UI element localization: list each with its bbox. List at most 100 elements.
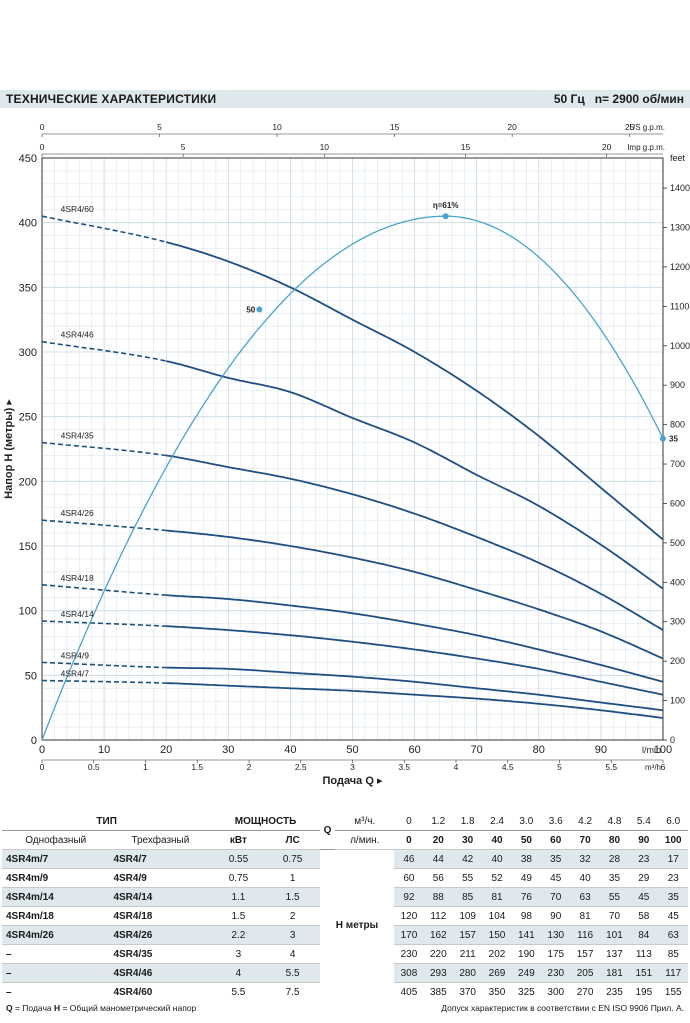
- plot-frame: [41, 157, 664, 741]
- cell-head: 32: [570, 849, 600, 869]
- us-gpm-tick-label: 20: [507, 122, 517, 132]
- table-row: 4SR4m/7 4SR4/7 0.55 0.75 Н метры 46 44 42 40 38 35…: [2, 849, 688, 1001]
- cell-head: 270: [570, 982, 600, 1001]
- table-q-lmin: 0: [406, 834, 412, 846]
- table-q-m3h: 3.6: [541, 812, 571, 831]
- efficiency-point-label: 35: [669, 435, 678, 444]
- cell-head: 293: [423, 963, 453, 983]
- m3h-tick-label: 5.5: [605, 762, 617, 772]
- cell-head: 42: [452, 849, 483, 869]
- x-tick-label: 30: [222, 744, 234, 756]
- series-label: 4SR4/14: [61, 609, 94, 619]
- cell-head: 235: [599, 982, 630, 1001]
- cell-head: 195: [629, 982, 659, 1001]
- series-label: 4SR4/26: [61, 508, 94, 518]
- feet-tick-label: 100: [670, 696, 685, 706]
- cell-three-phase: 4SR4/7: [109, 849, 212, 869]
- table-q-m3h: 6.0: [658, 812, 688, 831]
- cell-head: 23: [629, 849, 659, 869]
- curve-dashed-4SR4/35: [41, 441, 167, 457]
- series-label: 4SR4/60: [61, 204, 94, 214]
- us-gpm-tick-label: 25: [625, 122, 635, 132]
- table-row: 4SR4m/26 4SR4/26 2.2 3 170 162 157 150 141 130 116…: [2, 925, 688, 945]
- cell-head: 385: [423, 982, 453, 1001]
- curve-dashed-4SR4/7: [41, 679, 167, 684]
- cell-head: 205: [570, 963, 600, 983]
- chart-curves: [41, 215, 664, 719]
- m3h-tick-label: 1.5: [191, 762, 203, 772]
- y-tick-label: 100: [19, 606, 37, 618]
- cell-head: 45: [658, 906, 688, 926]
- us-gpm-unit: US g.p.m.: [629, 123, 665, 132]
- cell-head: 85: [658, 944, 688, 964]
- table-q-m3h: 1.2: [423, 812, 453, 831]
- cell-three-phase: 4SR4/26: [109, 925, 212, 945]
- efficiency-curve: [41, 213, 666, 741]
- cell-head: 70: [541, 887, 571, 907]
- curve-dashed-4SR4/14: [41, 620, 167, 627]
- cell-kw: 5.5: [211, 982, 266, 1001]
- cell-head: 137: [599, 944, 630, 964]
- us-gpm-tick-label: 5: [157, 122, 162, 132]
- table-head-single: Однофазный: [25, 834, 87, 846]
- imp-gpm-tick-label: 20: [602, 142, 612, 152]
- x-tick-label: 70: [471, 744, 483, 756]
- curve-dashed-4SR4/46: [41, 340, 167, 362]
- table-q-lmin: 100: [664, 834, 682, 846]
- footer-h-text: = Общий манометрический напор: [60, 1003, 197, 1013]
- cell-head: 60: [394, 868, 424, 888]
- cell-head: 109: [452, 906, 483, 926]
- table-head-hp: ЛС: [285, 834, 300, 846]
- cell-head: 35: [541, 849, 571, 869]
- x-tick-label: 100: [654, 744, 672, 756]
- table-head-three: Трехфазный: [131, 834, 190, 846]
- cell-head: 370: [452, 982, 483, 1001]
- x-tick-label: 40: [284, 744, 296, 756]
- header-bar: ТЕХНИЧЕСКИЕ ХАРАКТЕРИСТИКИ 50 Гц n= 2900…: [0, 90, 690, 108]
- efficiency-point: [660, 435, 666, 442]
- table-h-label: Н метры: [319, 849, 395, 1001]
- cell-kw: 0.55: [211, 849, 266, 869]
- cell-hp: 1.5: [265, 887, 320, 907]
- table-q-lmin: 30: [462, 834, 474, 846]
- cell-head: 46: [394, 849, 424, 869]
- cell-head: 44: [423, 849, 453, 869]
- chart-axes: [41, 133, 667, 763]
- footer-q: Q: [6, 1003, 13, 1013]
- x-tick-label: 90: [595, 744, 607, 756]
- table-q-lmin: 20: [432, 834, 444, 846]
- cell-hp: 4: [265, 944, 320, 964]
- curve-4SR4/35: [166, 454, 664, 631]
- m3h-tick-label: 6: [661, 762, 666, 772]
- curve-4SR4/14: [166, 625, 664, 696]
- imp-gpm-tick-label: 10: [320, 142, 330, 152]
- curve-4SR4/26: [166, 529, 664, 660]
- cell-hp: 1: [265, 868, 320, 888]
- table-q-m3h: 3.0: [511, 812, 542, 831]
- cell-head: 280: [452, 963, 483, 983]
- cell-head: 308: [394, 963, 424, 983]
- series-label: 4SR4/18: [61, 573, 94, 583]
- cell-head: 40: [482, 849, 512, 869]
- curve-4SR4/7: [166, 682, 664, 719]
- table-row: –4SR4/35 3 4 230 220 211 202 190 175 157 137 113 85: [2, 944, 688, 964]
- cell-head: 181: [599, 963, 630, 983]
- cell-head: 350: [482, 982, 512, 1001]
- x-tick-label: 80: [533, 744, 545, 756]
- table-q-m3h: 4.8: [599, 812, 630, 831]
- cell-hp: 5.5: [265, 963, 320, 983]
- frequency: 50 Гц: [553, 92, 585, 106]
- curve-dashed-4SR4/18: [41, 584, 167, 596]
- cell-head: 55: [452, 868, 483, 888]
- y-tick-label: 50: [25, 670, 37, 682]
- table-q-m3h: 5.4: [629, 812, 659, 831]
- cell-head: 104: [482, 906, 512, 926]
- cell-three-phase: 4SR4/18: [109, 906, 212, 926]
- cell-hp: 0.75: [265, 849, 320, 869]
- table-q-lmin: 40: [491, 834, 503, 846]
- imp-gpm-unit: Imp g.p.m.: [627, 143, 665, 152]
- series-label: 4SR4/35: [61, 431, 94, 441]
- cell-single-phase: –: [2, 944, 110, 964]
- m3h-tick-label: 2: [247, 762, 252, 772]
